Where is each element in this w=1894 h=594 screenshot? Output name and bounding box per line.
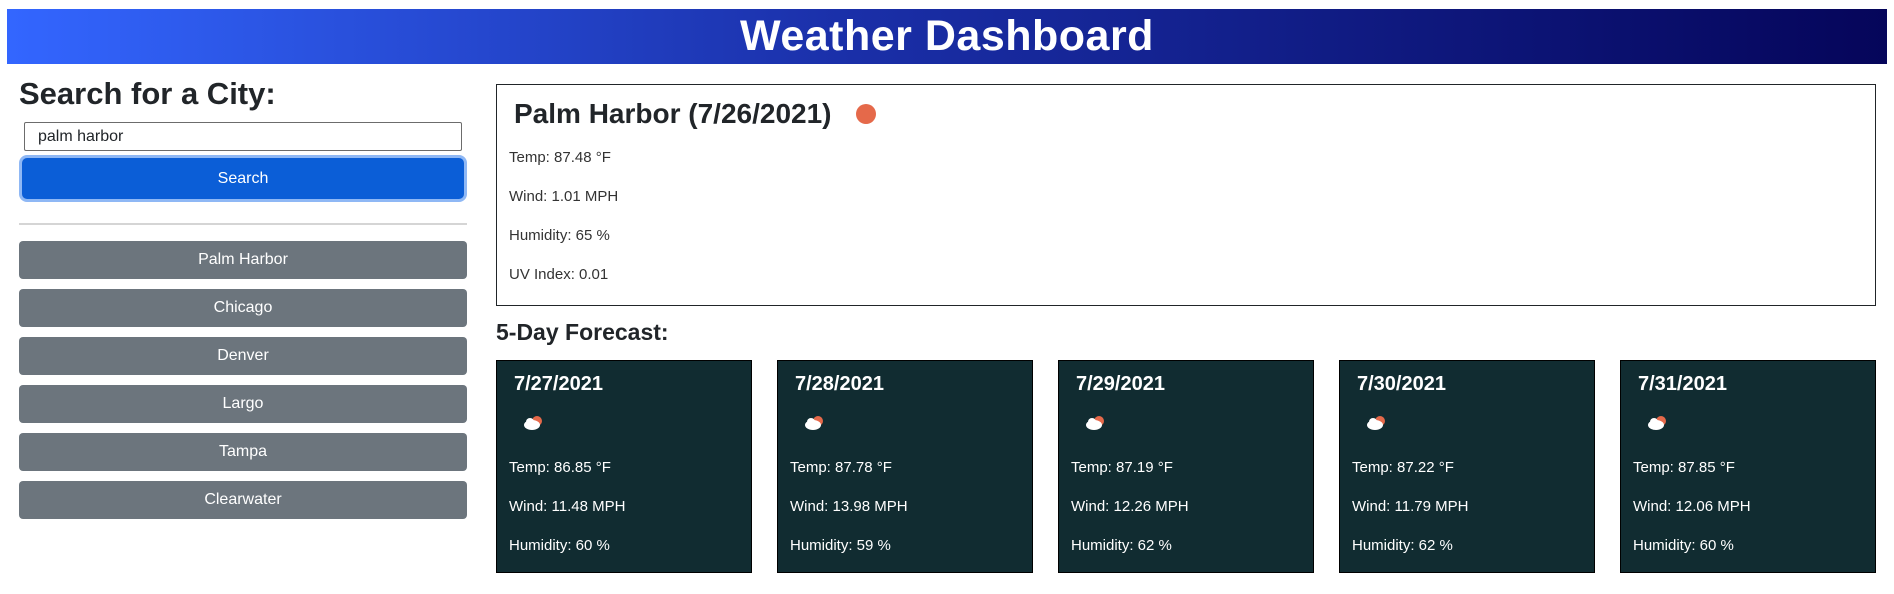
forecast-date: 7/30/2021 (1357, 373, 1446, 395)
current-weather-title: Palm Harbor (7/26/2021) (514, 98, 876, 130)
current-temp: Temp: 87.48 °F (509, 149, 611, 166)
forecast-card: 7/30/2021 Temp: 87.22 °F Wind: 11.79 MPH… (1339, 360, 1595, 573)
forecast-heading: 5-Day Forecast: (496, 319, 669, 345)
forecast-card: 7/29/2021 Temp: 87.19 °F Wind: 12.26 MPH… (1058, 360, 1314, 573)
forecast-wind: Wind: 11.48 MPH (509, 498, 626, 515)
forecast-temp: Temp: 87.78 °F (790, 459, 892, 476)
search-history: Palm Harbor Chicago Denver Largo Tampa C… (19, 241, 467, 529)
current-city-date: Palm Harbor (7/26/2021) (514, 98, 832, 129)
forecast-wind: Wind: 12.06 MPH (1633, 498, 1751, 515)
search-heading: Search for a City: (19, 76, 276, 111)
forecast-wind: Wind: 12.26 MPH (1071, 498, 1189, 515)
forecast-date: 7/31/2021 (1638, 373, 1727, 395)
forecast-temp: Temp: 86.85 °F (509, 459, 611, 476)
sun-icon (855, 104, 876, 124)
search-button[interactable]: Search (22, 158, 464, 199)
page-title: Weather Dashboard (740, 12, 1154, 60)
forecast-humidity: Humidity: 59 % (790, 537, 891, 554)
current-weather-panel: Palm Harbor (7/26/2021) Temp: 87.48 °F W… (496, 84, 1876, 306)
history-button-largo[interactable]: Largo (19, 385, 467, 423)
forecast-humidity: Humidity: 60 % (509, 537, 610, 554)
history-button-tampa[interactable]: Tampa (19, 433, 467, 471)
city-search-input[interactable] (24, 122, 462, 151)
history-button-denver[interactable]: Denver (19, 337, 467, 375)
forecast-wind: Wind: 11.79 MPH (1352, 498, 1469, 515)
forecast-wind: Wind: 13.98 MPH (790, 498, 908, 515)
forecast-card: 7/28/2021 Temp: 87.78 °F Wind: 13.98 MPH… (777, 360, 1033, 573)
partly-cloudy-icon (1367, 416, 1385, 430)
forecast-temp: Temp: 87.22 °F (1352, 459, 1454, 476)
forecast-card: 7/27/2021 Temp: 86.85 °F Wind: 11.48 MPH… (496, 360, 752, 573)
header-banner: Weather Dashboard (7, 9, 1887, 64)
current-humidity: Humidity: 65 % (509, 227, 610, 244)
forecast-temp: Temp: 87.19 °F (1071, 459, 1173, 476)
forecast-temp: Temp: 87.85 °F (1633, 459, 1735, 476)
divider (19, 223, 467, 225)
forecast-date: 7/27/2021 (514, 373, 603, 395)
history-button-chicago[interactable]: Chicago (19, 289, 467, 327)
forecast-humidity: Humidity: 62 % (1071, 537, 1172, 554)
history-button-clearwater[interactable]: Clearwater (19, 481, 467, 519)
current-wind: Wind: 1.01 MPH (509, 188, 619, 205)
partly-cloudy-icon (524, 416, 542, 430)
partly-cloudy-icon (805, 416, 823, 430)
current-uv-index: UV Index: 0.01 (509, 266, 609, 283)
forecast-humidity: Humidity: 60 % (1633, 537, 1734, 554)
forecast-card: 7/31/2021 Temp: 87.85 °F Wind: 12.06 MPH… (1620, 360, 1876, 573)
partly-cloudy-icon (1648, 416, 1666, 430)
partly-cloudy-icon (1086, 416, 1104, 430)
history-button-palm-harbor[interactable]: Palm Harbor (19, 241, 467, 279)
forecast-date: 7/28/2021 (795, 373, 884, 395)
forecast-date: 7/29/2021 (1076, 373, 1165, 395)
forecast-humidity: Humidity: 62 % (1352, 537, 1453, 554)
